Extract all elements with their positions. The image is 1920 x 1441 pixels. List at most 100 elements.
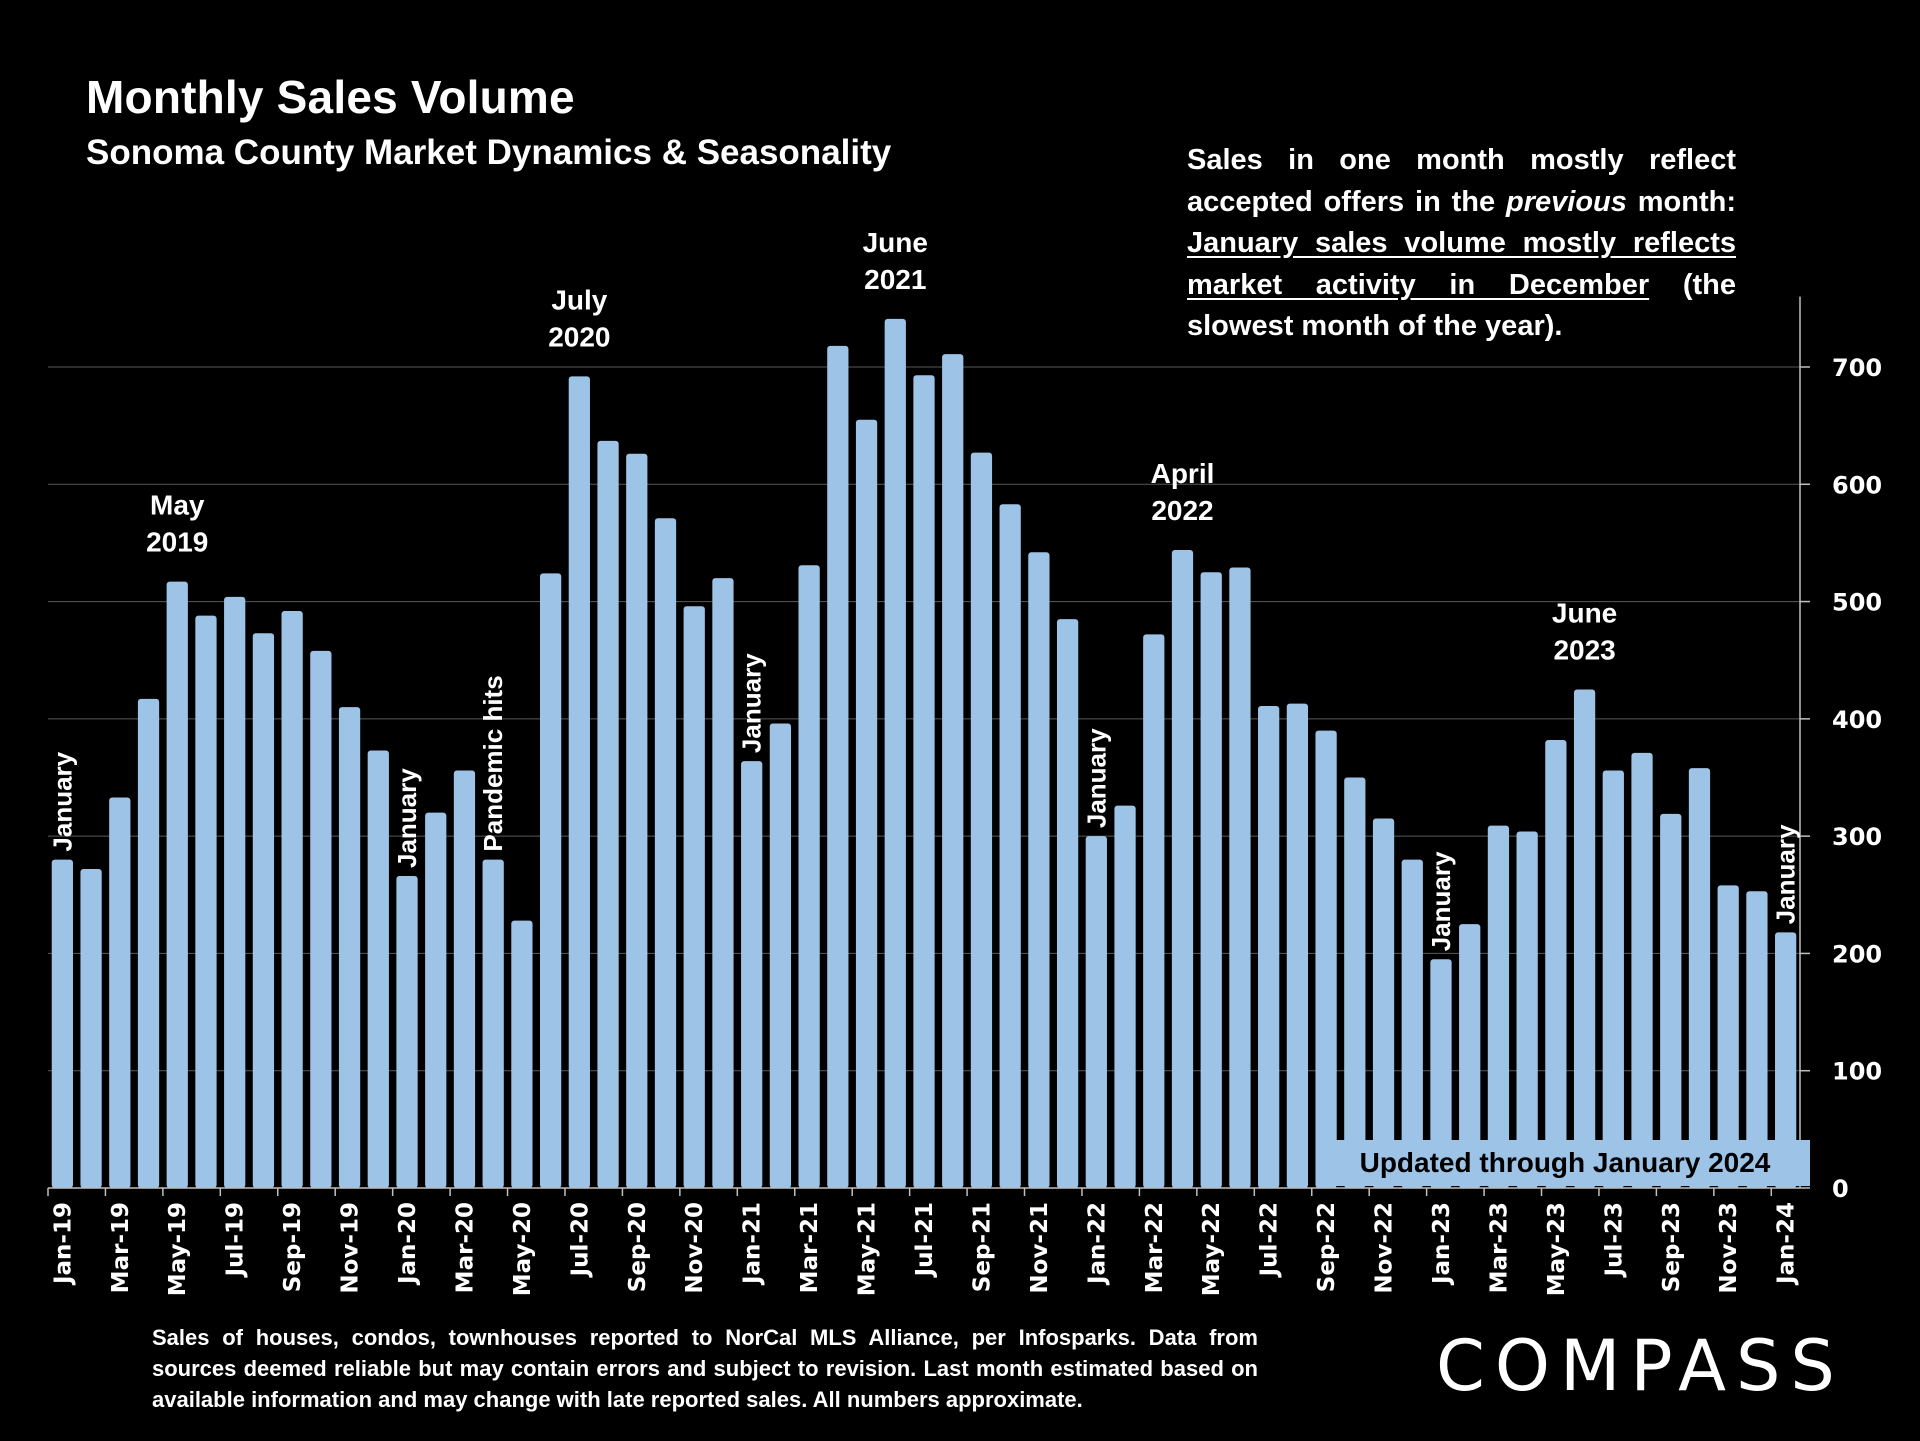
- bar-apr-21: [827, 345, 849, 1189]
- bar-jan-22: [1085, 836, 1107, 1188]
- bar-mar-23: [1487, 825, 1510, 1188]
- bar-jun-19: [195, 615, 217, 1188]
- bar-dec-23: [1746, 891, 1768, 1188]
- x-tick-label: Jul-19: [223, 1202, 249, 1278]
- bar-mar-20: [453, 770, 476, 1188]
- y-tick-label: 400: [1832, 706, 1882, 734]
- bar-feb-21: [769, 723, 792, 1188]
- bar-jul-19: [224, 596, 246, 1188]
- bar-oct-19: [310, 650, 332, 1188]
- x-tick-label: Sep-21: [969, 1202, 995, 1292]
- bar-aug-23: [1631, 752, 1653, 1188]
- bar-feb-22: [1114, 805, 1136, 1188]
- x-tick-label: May-23: [1544, 1202, 1570, 1296]
- y-tick-label: 500: [1832, 589, 1882, 617]
- bar-nov-22: [1372, 818, 1395, 1188]
- x-tick-label: Jul-21: [912, 1202, 938, 1278]
- bar-oct-21: [999, 504, 1021, 1189]
- y-tick-label: 300: [1832, 823, 1882, 851]
- bar-jan-20: [396, 876, 418, 1188]
- bar-sep-22: [1315, 730, 1337, 1188]
- annotation-label: 2019: [146, 527, 208, 558]
- bar-dec-19: [367, 750, 389, 1188]
- bar-dec-22: [1401, 859, 1423, 1188]
- bar-mar-19: [109, 797, 131, 1188]
- footer-disclaimer: Sales of houses, condos, townhouses repo…: [152, 1325, 1258, 1412]
- bar-jul-22: [1258, 705, 1280, 1188]
- bar-feb-23: [1459, 924, 1481, 1188]
- x-tick-label: Nov-22: [1372, 1202, 1398, 1294]
- bar-dec-21: [1056, 619, 1079, 1188]
- bar-jan-21: [741, 761, 763, 1188]
- annotation-label: July: [551, 284, 607, 315]
- updated-label: Updated through January 2024: [1320, 1140, 1810, 1186]
- bar-aug-21: [942, 354, 964, 1188]
- x-tick-label: Mar-23: [1486, 1202, 1512, 1293]
- bar-mar-22: [1143, 634, 1165, 1188]
- bar-sep-23: [1660, 813, 1682, 1188]
- x-tick-label: Mar-21: [797, 1202, 823, 1293]
- bar-nov-20: [683, 606, 705, 1188]
- bar-jun-23: [1573, 689, 1596, 1188]
- bar-jan-23: [1430, 959, 1452, 1188]
- note-text-1: Sales in one month mostly reflect accept…: [1187, 144, 1736, 218]
- bar-feb-19: [80, 868, 102, 1188]
- bar-sep-21: [970, 452, 993, 1189]
- bar-jun-21: [884, 318, 906, 1189]
- annotation-label: April: [1151, 458, 1215, 489]
- note-text-2: month:: [1626, 185, 1736, 218]
- note-underlined: January sales volume mostly reflects mar…: [1187, 227, 1736, 301]
- bar-sep-19: [281, 610, 303, 1188]
- bar-nov-21: [1028, 552, 1050, 1188]
- x-tick-label: Sep-23: [1659, 1202, 1685, 1292]
- bar-oct-20: [654, 518, 677, 1188]
- bar-dec-20: [712, 578, 734, 1188]
- bar-nov-23: [1717, 885, 1739, 1188]
- bar-jan-19: [51, 859, 73, 1188]
- annotation-label: 2023: [1553, 635, 1615, 666]
- x-tick-label: Mar-19: [108, 1202, 134, 1293]
- bar-jul-20: [568, 376, 590, 1189]
- bar-aug-20: [597, 440, 619, 1188]
- bar-aug-19: [252, 633, 275, 1188]
- x-tick-label: Jul-22: [1257, 1202, 1283, 1278]
- annotation-label: 2022: [1151, 495, 1213, 526]
- x-tick-label: Jan-21: [740, 1202, 766, 1286]
- annotation-label: Pandemic hits: [478, 675, 508, 851]
- annotation-label: June: [1552, 598, 1617, 629]
- bar-jul-23: [1602, 770, 1624, 1188]
- x-tick-label: Sep-20: [625, 1202, 651, 1292]
- annotation-label: 2021: [864, 264, 926, 295]
- x-tick-label: Jan-20: [395, 1202, 421, 1286]
- x-tick-label: Jan-23: [1429, 1202, 1455, 1286]
- bar-oct-22: [1344, 777, 1366, 1188]
- bar-apr-19: [137, 698, 160, 1188]
- note-text-3: (the slowest month of the year).: [1187, 268, 1736, 343]
- annotation-label: January: [1081, 728, 1111, 828]
- bars: [51, 318, 1797, 1189]
- x-tick-label: Nov-21: [1027, 1202, 1053, 1294]
- x-tick-label: May-21: [855, 1202, 881, 1296]
- annotation-label: January: [47, 751, 77, 851]
- bar-may-20: [511, 920, 533, 1188]
- bar-may-19: [166, 581, 188, 1188]
- bar-apr-20: [482, 859, 504, 1188]
- chart-title: Monthly Sales Volume: [86, 71, 575, 123]
- bar-may-23: [1545, 739, 1567, 1188]
- x-tick-label: Mar-22: [1142, 1202, 1168, 1293]
- note-italic: previous: [1506, 185, 1627, 218]
- x-tick-label: Nov-20: [682, 1202, 708, 1294]
- x-tick-label: Jul-23: [1601, 1202, 1627, 1278]
- y-tick-label: 700: [1832, 354, 1882, 382]
- annotation-label: January: [737, 653, 767, 753]
- bar-mar-21: [798, 565, 820, 1188]
- y-tick-label: 600: [1832, 471, 1882, 499]
- x-tick-label: Sep-22: [1314, 1202, 1340, 1292]
- y-tick-label: 100: [1832, 1058, 1882, 1086]
- bar-jan-24: [1775, 932, 1797, 1188]
- x-tick-label: Jan-22: [1084, 1202, 1110, 1286]
- bar-jun-20: [539, 573, 562, 1188]
- x-tick-label: Nov-23: [1716, 1202, 1742, 1294]
- bar-jun-22: [1229, 567, 1251, 1188]
